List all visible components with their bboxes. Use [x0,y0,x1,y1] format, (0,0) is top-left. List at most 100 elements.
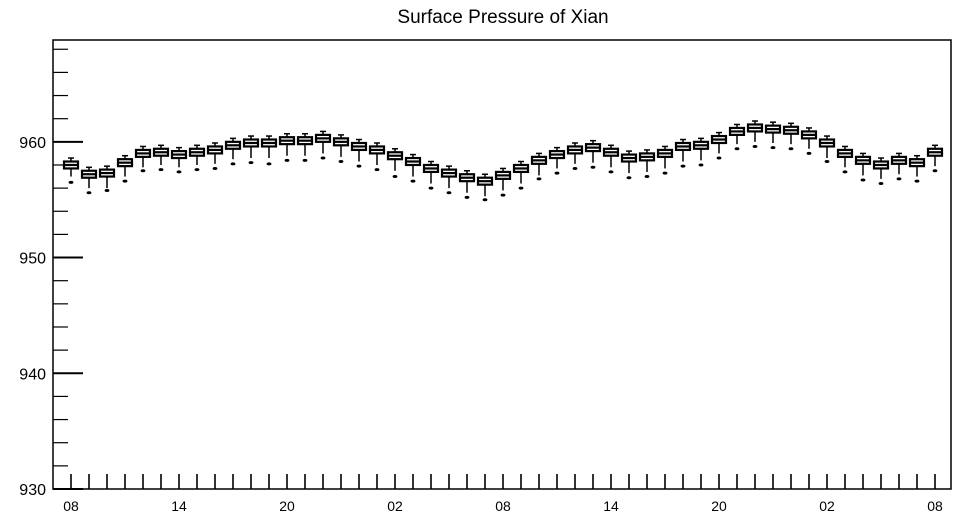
x-tick-label: 08 [927,498,943,514]
box-item [674,138,692,168]
outlier-point [446,191,452,195]
box-item [134,145,152,173]
box-item [818,135,836,164]
outlier-point [122,179,128,183]
box-item [260,135,278,166]
outlier-point [842,170,848,174]
box-item [926,144,944,173]
outlier-point [248,161,254,165]
box-item [800,127,818,155]
outlier-point [860,178,866,182]
outlier-point [662,171,668,175]
outlier-point [590,165,596,169]
outlier-point [212,166,218,170]
chart-title: Surface Pressure of Xian [397,7,608,28]
outlier-point [824,160,830,164]
x-tick-label: 14 [603,498,619,514]
box-item [512,160,530,190]
box-item [908,154,926,183]
box-item [728,123,746,151]
box-item [206,142,224,170]
box-item [746,120,764,148]
y-tick-label: 940 [19,366,46,383]
box-item [854,152,872,182]
outlier-point [734,147,740,151]
outlier-point [752,144,758,148]
box-item [602,144,620,174]
x-tick-label: 08 [495,498,511,514]
box-item [404,153,422,183]
box-item [764,121,782,150]
box-item [224,137,242,166]
outlier-point [158,168,164,172]
box-item [890,152,908,181]
box-item [188,144,206,172]
y-tick-label: 930 [19,482,46,499]
box-item [350,138,368,168]
outlier-point [482,198,488,202]
outlier-point [176,170,182,174]
outlier-point [770,146,776,150]
outlier-point [500,193,506,197]
outlier-point [788,147,794,151]
box-item [692,137,710,167]
box-item [62,157,80,184]
outlier-point [140,169,146,173]
box-item [710,131,728,160]
outlier-point [572,166,578,170]
outlier-point [410,179,416,183]
outlier-point [374,168,380,172]
box-item [386,148,404,179]
outlier-point [644,175,650,179]
outlier-point [320,156,326,160]
y-tick-label: 960 [19,135,46,152]
box-item [476,173,494,202]
plot-frame [52,39,952,490]
outlier-point [338,160,344,164]
box-item [98,165,116,192]
x-tick-label: 02 [387,498,403,514]
x-tick-label: 02 [819,498,835,514]
outlier-point [428,186,434,190]
x-tick-label: 20 [279,498,295,514]
box-item [494,167,512,197]
box-item [566,142,584,170]
outlier-point [266,162,272,166]
box-item [782,122,800,151]
box-item [836,145,854,174]
box-item [422,160,440,190]
y-axis: 930 940 950 960 [19,48,83,499]
box-item [80,166,98,195]
box-item [620,150,638,180]
outlier-point [680,164,686,168]
outlier-point [86,191,92,195]
outlier-point [716,156,722,160]
box-item [638,149,656,179]
box-item [242,135,260,165]
box-item [548,146,566,175]
x-axis: 08 14 20 02 08 14 20 02 08 [63,474,943,514]
outlier-point [896,177,902,181]
x-tick-label: 20 [711,498,727,514]
outlier-point [806,151,812,155]
outlier-point [878,181,884,185]
outlier-point [932,169,938,173]
outlier-point [356,164,362,168]
y-tick-label: 950 [19,251,46,268]
box-item [440,165,458,195]
outlier-point [284,158,290,162]
box-item [332,134,350,164]
outlier-point [230,162,236,166]
outlier-point [698,163,704,167]
box-item [170,146,188,174]
box-item [656,145,674,175]
box-item [314,130,332,160]
outlier-point [536,177,542,181]
box-item [368,142,386,172]
box-item [278,132,296,162]
box-item [116,154,134,183]
box-item [296,132,314,162]
box-item [458,170,476,199]
outlier-point [194,168,200,172]
